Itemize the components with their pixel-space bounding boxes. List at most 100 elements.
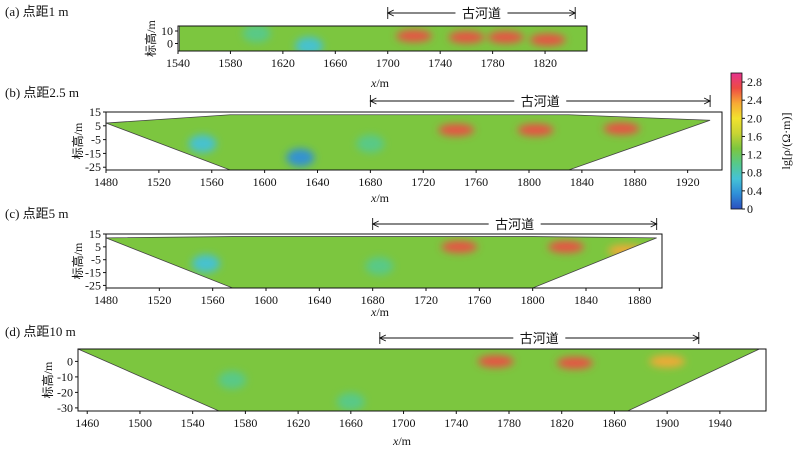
y-tick-label: 15 [89,105,101,119]
x-tick-label: 1920 [676,175,700,189]
anomaly-low [295,37,324,51]
y-tick-label: -10 [57,370,73,384]
colorbar-tick-label: 0 [747,202,753,216]
y-tick-label: 0 [67,354,73,368]
x-tick-label: 1940 [708,416,732,430]
x-tick-label: 1620 [286,416,310,430]
colorbar-tick-label: 2.4 [747,93,762,107]
section-body [78,349,760,411]
paleochannel-bracket [378,332,700,344]
y-tick-label: 0 [167,37,173,51]
x-tick-label: 1680 [358,175,382,189]
anomaly-high [487,31,524,44]
x-tick-label: 1540 [181,416,205,430]
section-body [179,26,587,51]
paleochannel-bracket [369,95,712,107]
x-tick-label: 1600 [253,175,277,189]
colorbar-tick-label: 0.8 [747,166,762,180]
x-tick-label: 1720 [411,175,435,189]
x-tick-label: 1780 [481,56,505,70]
paleochannel-label: 古河道 [520,331,559,346]
x-tick-label: 1460 [75,416,99,430]
anomaly-high [517,123,554,136]
anomaly-high [441,240,478,253]
x-tick-label: 1760 [464,175,488,189]
x-tick-label: 1800 [521,293,545,307]
axes-frame [77,348,767,412]
anomaly-low [192,254,220,273]
x-tick-label: 1700 [376,56,400,70]
y-axis-label: 标高/m [143,20,158,57]
y-tick-label: 15 [89,227,101,241]
x-tick-label: 1800 [517,175,541,189]
colorbar-tick-label: 1.6 [747,129,762,143]
y-tick-label: 5 [95,240,101,254]
colorbar-tick-label: 2.8 [747,75,762,89]
paleochannel-label: 古河道 [521,94,560,109]
x-tick-label: 1840 [574,293,598,307]
anomaly-high [603,122,640,135]
anomaly-high [395,30,432,42]
panel-0: 1540 1580 1620 1660 1700 1740 1780 1820 100 标高/m x… [5,4,588,90]
x-tick-label: 1880 [623,175,647,189]
anomaly-high [477,355,514,368]
x-tick-label: 1780 [497,416,521,430]
y-tick-label: -20 [57,385,73,399]
colorbar-label: lg[ρ/(Ω·m)] [779,113,793,170]
x-tick-label: 1600 [254,293,278,307]
anomaly-low [336,392,365,411]
x-tick-label: 1520 [147,175,171,189]
x-tick-label: 1820 [533,56,557,70]
anomaly-low [188,134,217,153]
x-tick-label: 1540 [166,56,190,70]
x-tick-label: 1700 [392,416,416,430]
y-axis-label: 标高/m [70,242,85,279]
x-tick-label: 1760 [467,293,491,307]
x-axis-label: x/m [392,434,412,448]
section-body [106,236,657,288]
x-tick-label: 1880 [627,293,651,307]
anomaly-high [608,244,644,257]
x-axis-label: x/m [370,191,390,205]
x-tick-label: 1560 [201,293,225,307]
x-tick-label: 1660 [339,416,363,430]
x-tick-label: 1580 [233,416,257,430]
x-tick-label: 1820 [550,416,574,430]
colorbar-tick-label: 1.2 [747,148,762,162]
x-tick-label: 1900 [655,416,679,430]
anomaly-low [286,148,315,167]
x-tick-label: 1720 [414,293,438,307]
x-tick-label: 1640 [306,175,330,189]
panel-1: 1480 1520 1560 1600 1640 1680 1720 1760 1800 1840… [5,85,723,205]
paleochannel-label: 古河道 [462,6,501,21]
anomaly-high [556,356,593,369]
y-tick-label: -15 [85,266,101,280]
x-tick-label: 1520 [147,293,171,307]
x-tick-label: 1620 [271,56,295,70]
axes-frame [177,25,588,52]
y-tick-label: -30 [57,401,73,415]
x-tick-label: 1740 [444,416,468,430]
y-tick-label: -5 [91,133,101,147]
anomaly-high [649,355,686,368]
colorbar-scale [730,72,743,210]
axes-frame [105,233,663,289]
panel-label: (d) 点距10 m [5,324,76,339]
y-tick-label: 5 [95,119,101,133]
panel-3: 1460 1500 1540 1580 1620 1660 1700 1740 1780 1820… [5,324,767,448]
y-tick-label: -15 [85,146,101,160]
x-tick-label: 1560 [200,175,224,189]
panel-2: 1480 1520 1560 1600 1640 1680 1720 1760 1800 1840… [5,206,663,319]
anomaly-high [438,123,475,136]
anomaly-high [529,33,566,46]
anomaly-high [448,31,485,44]
colorbar: 2.8 2.4 2.0 1.6 1.2 0.8 0.4 0 lg[ρ/(Ω·m)] [730,72,793,216]
anomaly-low [218,371,247,389]
y-tick-label: -5 [91,253,101,267]
y-axis-label: 标高/m [70,122,85,159]
x-axis-label: x/m [370,305,390,319]
y-axis-label: 标高/m [40,361,55,398]
anomaly-low [356,134,385,153]
section-background [179,26,587,51]
paleochannel-label: 古河道 [495,217,534,232]
